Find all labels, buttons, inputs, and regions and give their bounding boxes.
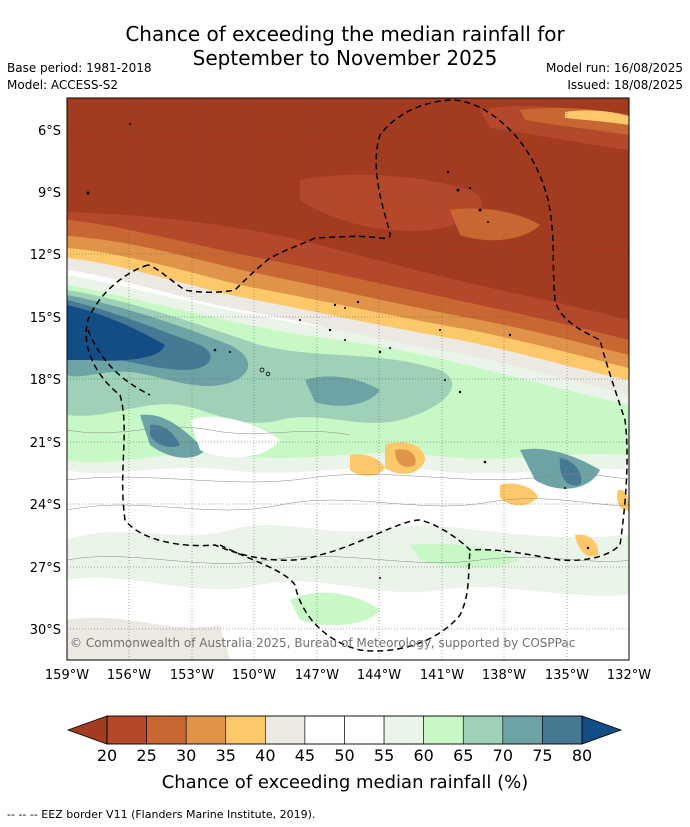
- lon-label-135w: 135°W: [545, 668, 589, 683]
- region-teal-blob-1: [305, 376, 380, 406]
- colorbar-tick-label: 65: [453, 746, 473, 765]
- colorbar-cell: [265, 715, 306, 745]
- colorbar-tick-label: 25: [136, 746, 156, 765]
- lat-label-30s: 30°S: [30, 623, 61, 638]
- region-rust-north: [67, 200, 629, 340]
- colorbar-cell: [344, 715, 385, 745]
- lat-labels: 6°S 9°S 12°S 15°S 18°S 21°S 24°S 27°S 30…: [30, 124, 61, 638]
- colorbar-cell: [423, 715, 464, 745]
- colorbar-tick-label: 40: [255, 746, 275, 765]
- title-line-2: September to November 2025: [192, 46, 498, 70]
- lon-label-159w: 159°W: [45, 668, 89, 683]
- region-yellow-patch-ne: [565, 110, 629, 125]
- region-steel-blob-2: [150, 424, 180, 447]
- colorbar: 20 25 30 35 40 45 50 55 60 65 70 75 80 Chance of exc…: [66, 715, 623, 793]
- colorbar-high-arrow: [581, 715, 623, 745]
- map-panel: © Commonwealth of Australia 2025, Bureau…: [67, 98, 629, 660]
- lon-label-132w: 132°W: [607, 668, 651, 683]
- lon-label-153w: 153°W: [170, 668, 214, 683]
- lat-label-12s: 12°S: [30, 248, 61, 263]
- colorbar-cell: [225, 715, 266, 745]
- region-rust-patch-1: [300, 174, 483, 231]
- region-dark-blue: [67, 305, 165, 361]
- eez-footnote: -- -- -- EEZ border V11 (Flanders Marine…: [7, 808, 316, 821]
- colorbar-cell: [304, 715, 345, 745]
- region-white-patch: [190, 416, 280, 458]
- lon-label-141w: 141°W: [420, 668, 464, 683]
- colorbar-cell: [185, 715, 227, 745]
- model-run: Model run: 16/08/2025: [545, 61, 683, 75]
- lat-label-21s: 21°S: [30, 436, 61, 451]
- region-green-blob-se: [410, 543, 520, 568]
- colorbar-tick-label: 70: [493, 746, 513, 765]
- region-grey-north-edge: [67, 255, 629, 395]
- region-steel-blob-3: [559, 458, 582, 486]
- lat-label-9s: 9°S: [38, 186, 61, 201]
- colorbar-tick-label: 35: [216, 746, 236, 765]
- colorbar-tick-label: 20: [97, 746, 117, 765]
- lon-label-156w: 156°W: [107, 668, 151, 683]
- colorbar-cell: [462, 715, 504, 745]
- region-grey-south: [67, 617, 230, 660]
- meta-right: Model run: 16/08/2025 Issued: 18/08/2025: [546, 60, 683, 94]
- lon-label-138w: 138°W: [482, 668, 526, 683]
- lon-label-147w: 147°W: [295, 668, 339, 683]
- lon-labels: 159°W 156°W 153°W 150°W 147°W 144°W 141°…: [45, 668, 651, 683]
- map-frame: [66, 97, 630, 661]
- model-name: Model: ACCESS-S2: [7, 78, 119, 92]
- map-grid: [67, 98, 629, 660]
- title-line-1: Chance of exceeding the median rainfall …: [125, 22, 565, 46]
- colorbar-frame: [106, 715, 583, 745]
- eez-borders: [85, 99, 628, 652]
- colorbar-tick-label: 80: [572, 746, 592, 765]
- map-title: Chance of exceeding the median rainfall …: [0, 22, 690, 70]
- region-copper-north: [67, 215, 629, 355]
- lat-label-24s: 24°S: [30, 498, 61, 513]
- copyright-text: © Commonwealth of Australia 2025, Bureau…: [70, 636, 575, 650]
- region-yellow-blob-1: [350, 454, 385, 476]
- colorbar-title: Chance of exceeding median rainfall (%): [162, 772, 529, 793]
- colorbar-tick-labels: 20 25 30 35 40 45 50 55 60 65 70 75 80: [97, 746, 592, 765]
- issued-date: Issued: 18/08/2025: [567, 78, 683, 92]
- colorbar-cell: [502, 715, 543, 745]
- colorbar-low-arrow: [66, 715, 108, 745]
- meta-left: Base period: 1981-2018 Model: ACCESS-S2: [7, 60, 152, 94]
- region-copper-patch-1: [450, 208, 540, 241]
- lon-label-150w: 150°W: [232, 668, 276, 683]
- region-orange-blob-2: [395, 449, 416, 467]
- lat-label-18s: 18°S: [30, 373, 61, 388]
- colorbar-cells: [106, 715, 583, 745]
- colorbar-tick-label: 60: [413, 746, 433, 765]
- colorbar-cell: [106, 715, 147, 745]
- colorbar-cell: [383, 715, 424, 745]
- region-green-blob-south: [290, 592, 380, 626]
- contour-lines: [67, 426, 629, 564]
- colorbar-tick-label: 55: [374, 746, 394, 765]
- region-yellow-blob-3: [500, 483, 538, 506]
- region-yellow-blob-4: [575, 534, 599, 557]
- islands: [86, 123, 590, 579]
- region-orange-north: [67, 230, 629, 368]
- colorbar-tick-label: 45: [295, 746, 315, 765]
- lat-label-15s: 15°S: [30, 311, 61, 326]
- colorbar-tick-label: 30: [176, 746, 196, 765]
- base-period: Base period: 1981-2018: [7, 61, 152, 75]
- lon-label-144w: 144°W: [357, 668, 401, 683]
- lat-label-6s: 6°S: [38, 124, 61, 139]
- lat-label-27s: 27°S: [30, 561, 61, 576]
- colorbar-tick-label: 75: [532, 746, 552, 765]
- colorbar-cell: [542, 715, 583, 745]
- colorbar-cell: [146, 715, 187, 745]
- colorbar-tick-label: 50: [334, 746, 354, 765]
